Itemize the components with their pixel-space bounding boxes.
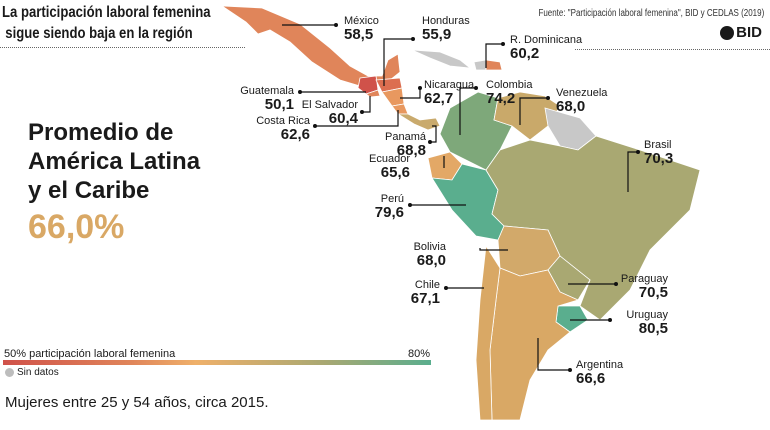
country-value: 80,5 (638, 320, 668, 337)
country-value: 68,0 (556, 98, 586, 115)
average-label: y el Caribe (28, 177, 150, 204)
country-value: 70,3 (644, 150, 674, 167)
country-value: 74,2 (486, 90, 516, 107)
label-bolivia: Bolivia 68,0 (400, 240, 446, 268)
legend-min-label: 50% participación laboral femenina (4, 348, 176, 360)
country-name: Uruguay (626, 309, 668, 321)
country-value: 79,6 (374, 204, 404, 221)
country-value: 68,8 (396, 142, 426, 159)
country-name: México (344, 15, 379, 27)
country-value: 55,9 (422, 26, 452, 43)
bid-logo: BID (720, 24, 762, 41)
label-mexico: México 58,5 (344, 14, 379, 42)
country-cuba (411, 49, 472, 69)
regional-average: Promedio de América Latina y el Caribe 6… (28, 118, 200, 249)
average-label: América Latina (28, 148, 201, 175)
country-name: Panamá (385, 131, 426, 143)
page-title: La participación laboral femenina sigue … (2, 2, 248, 44)
country-mexico (220, 5, 401, 87)
label-ecuador: Ecuador 65,6 (350, 152, 410, 180)
divider (575, 49, 770, 50)
no-data-swatch-icon (5, 368, 14, 377)
title-line-2: sigue siendo baja en la región (5, 25, 193, 42)
country-value: 65,6 (380, 164, 410, 181)
label-colombia: Colombia 74,2 (486, 78, 532, 106)
country-name: Paraguay (620, 273, 668, 285)
label-honduras: Honduras 55,9 (422, 14, 470, 42)
label-chile: Chile 67,1 (400, 278, 440, 306)
country-name: Honduras (422, 15, 470, 27)
leader-lines (282, 24, 638, 371)
country-name: R. Dominicana (510, 34, 583, 46)
bid-logo-icon (720, 25, 735, 40)
average-value: 66,0% (28, 208, 125, 246)
country-value: 50,1 (264, 96, 294, 113)
legend-color-scale (3, 360, 431, 365)
label-elsalvador: El Salvador 60,4 (290, 98, 358, 126)
country-value: 60,4 (328, 110, 358, 127)
label-rdominicana: R. Dominicana 60,2 (510, 33, 582, 61)
country-costarica (391, 103, 409, 115)
country-name: Brasil (644, 139, 672, 151)
country-rdominicana (485, 59, 503, 71)
footnote: Mujeres entre 25 y 54 años, circa 2015. (5, 394, 269, 411)
no-data-label: Sin datos (17, 367, 59, 378)
country-name: Colombia (486, 79, 533, 91)
country-name: Venezuela (556, 87, 608, 99)
country-name: Costa Rica (256, 115, 310, 127)
legend-no-data: Sin datos (5, 367, 59, 378)
country-value: 66,6 (576, 370, 606, 387)
country-value: 68,0 (416, 252, 446, 269)
country-value: 58,5 (344, 26, 374, 43)
country-name: Nicaragua (424, 79, 475, 91)
country-name: Argentina (576, 359, 624, 371)
title-line-1: La participación laboral femenina (2, 4, 211, 21)
country-name: Ecuador (369, 153, 410, 165)
label-venezuela: Venezuela 68,0 (556, 86, 607, 114)
label-paraguay: Paraguay 70,5 (606, 272, 668, 300)
country-chile (475, 244, 501, 421)
legend-max-label: 80% (408, 348, 431, 360)
country-brasil (485, 135, 701, 321)
country-elsalvador (365, 89, 381, 98)
label-uruguay: Uruguay 80,5 (606, 308, 668, 336)
country-name: El Salvador (301, 99, 358, 111)
country-value: 67,1 (410, 290, 440, 307)
source: Fuente: "Participación laboral femenina"… (538, 8, 764, 19)
label-costarica: Costa Rica 62,6 (240, 114, 310, 142)
average-label: Promedio de (28, 119, 174, 146)
divider (0, 47, 245, 48)
country-haiti (473, 59, 487, 71)
label-panama: Panamá 68,8 (350, 130, 426, 158)
country-name: Chile (414, 279, 440, 291)
label-argentina: Argentina 66,6 (576, 358, 623, 386)
country-value: 62,7 (424, 90, 454, 107)
country-panama (396, 113, 441, 131)
country-name: Bolivia (413, 241, 446, 253)
label-nicaragua: Nicaragua 62,7 (424, 78, 474, 106)
label-peru: Perú 79,6 (340, 192, 404, 220)
label-brasil: Brasil 70,3 (644, 138, 673, 166)
country-name: Guatemala (240, 85, 294, 97)
country-name: Perú (380, 193, 404, 205)
country-value: 60,2 (510, 45, 540, 62)
country-value: 70,5 (638, 284, 668, 301)
country-value: 62,6 (280, 126, 310, 143)
label-guatemala: Guatemala 50,1 (226, 84, 294, 112)
logo-text: BID (736, 24, 762, 41)
